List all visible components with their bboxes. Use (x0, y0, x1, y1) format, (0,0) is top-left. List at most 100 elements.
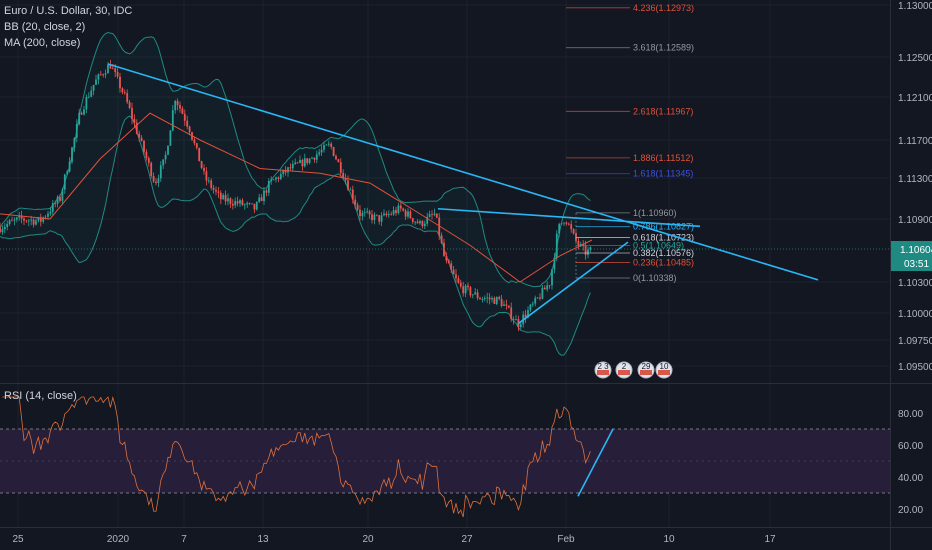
candle-body (512, 319, 515, 321)
candle-body (553, 257, 556, 270)
fib-level-label: 0.382(1.10576) (633, 248, 694, 258)
candle-body (483, 298, 486, 300)
ma200-line (0, 112, 593, 283)
candle-body (395, 210, 397, 214)
candle-body (296, 162, 299, 164)
candle-body (368, 211, 371, 215)
bb-fill (0, 32, 591, 356)
event-marker-flag-stripe (618, 370, 630, 375)
candle-body (241, 200, 244, 206)
candle-body (277, 177, 280, 179)
candle-body (27, 220, 30, 222)
candle-body (330, 143, 333, 148)
candle-body (361, 212, 364, 217)
candle-body (356, 204, 359, 210)
candle-body (212, 187, 215, 190)
price-tick-label: 1.09500 (898, 362, 932, 373)
candle-body (243, 204, 246, 206)
candle-body (121, 88, 124, 93)
symbol-title[interactable]: Euro / U.S. Dollar, 30, IDC (4, 5, 133, 17)
candle-body (1, 229, 4, 233)
candle-body (63, 174, 66, 190)
event-marker-count: 2 3 (597, 362, 609, 371)
candle-body (339, 162, 342, 173)
event-marker-flag-stripe (640, 370, 652, 375)
time-tick-label: 20 (362, 534, 374, 545)
candle-body (289, 167, 292, 169)
candle-body (179, 105, 181, 109)
candle-body (433, 213, 436, 215)
fib-level-label: 4.236(1.12973) (633, 3, 694, 13)
candle-body (351, 189, 354, 200)
rsi-tick-label: 80.00 (898, 409, 923, 420)
candle-body (203, 167, 205, 172)
candle-body (390, 214, 393, 215)
candle-body (308, 158, 311, 163)
rsi-tick-label: 60.00 (898, 441, 923, 452)
candle-body (431, 214, 433, 215)
candle-body (56, 197, 59, 204)
candle-body (527, 310, 529, 318)
bb-lower-line (0, 115, 591, 356)
fib-level-label: 1.886(1.11512) (633, 153, 693, 163)
candle-body (39, 217, 42, 222)
candle-body (270, 179, 273, 181)
candle-body (25, 220, 28, 222)
candle-body (359, 209, 361, 217)
main-legend: Euro / U.S. Dollar, 30, IDC BB (20, clos… (4, 3, 132, 51)
event-marker-flag-stripe (658, 370, 670, 375)
candle-body (263, 190, 265, 202)
candle-body (515, 319, 517, 321)
rsi-trendline (577, 428, 614, 497)
candle-body (260, 197, 263, 202)
candle-body (315, 154, 318, 160)
candle-body (411, 218, 414, 222)
candle-body (200, 161, 203, 168)
candle-body (426, 216, 429, 224)
candle-body (303, 158, 306, 167)
candle-body (169, 130, 172, 146)
candle-body (291, 164, 294, 169)
candle-body (402, 208, 405, 211)
candle-body (95, 79, 97, 85)
candle-body (498, 296, 501, 299)
candle-body (587, 249, 589, 255)
candle-body (435, 213, 438, 218)
candle-body (66, 171, 69, 175)
candle-body (248, 203, 251, 204)
candle-body (491, 297, 493, 300)
price-axis: 1.13000 1.12500 1.12100 1.11700 1.11300 1.109… (898, 1, 932, 373)
candle-body (265, 190, 268, 193)
candle-body (416, 221, 419, 224)
candle-body (539, 297, 541, 299)
candle-body (195, 143, 198, 148)
candle-body (167, 145, 169, 155)
candle-body (354, 199, 357, 205)
candle-body (519, 324, 522, 328)
candle-body (577, 240, 580, 246)
candle-body (140, 137, 143, 141)
bb-legend[interactable]: BB (20, close, 2) (4, 21, 86, 33)
candle-body (567, 223, 570, 225)
rsi-line (2, 395, 591, 518)
time-tick-label: 2020 (107, 534, 130, 545)
ma-legend[interactable]: MA (200, close) (4, 37, 81, 49)
candle-body (30, 219, 33, 221)
candle-body (229, 198, 232, 204)
candle-body (275, 177, 277, 180)
time-tick-label: 27 (461, 534, 473, 545)
candle-body (227, 198, 229, 202)
candle-body (529, 304, 532, 311)
candle-body (152, 175, 155, 182)
candle-body (102, 74, 105, 76)
candle-body (92, 84, 95, 91)
candle-body (471, 294, 474, 296)
rsi-legend[interactable]: RSI (14, close) (4, 390, 77, 402)
candle-body (205, 171, 208, 181)
candle-body (546, 285, 549, 290)
candle-body (387, 214, 390, 216)
candle-body (15, 217, 18, 220)
candle-body (13, 219, 16, 221)
candle-body (582, 243, 585, 246)
